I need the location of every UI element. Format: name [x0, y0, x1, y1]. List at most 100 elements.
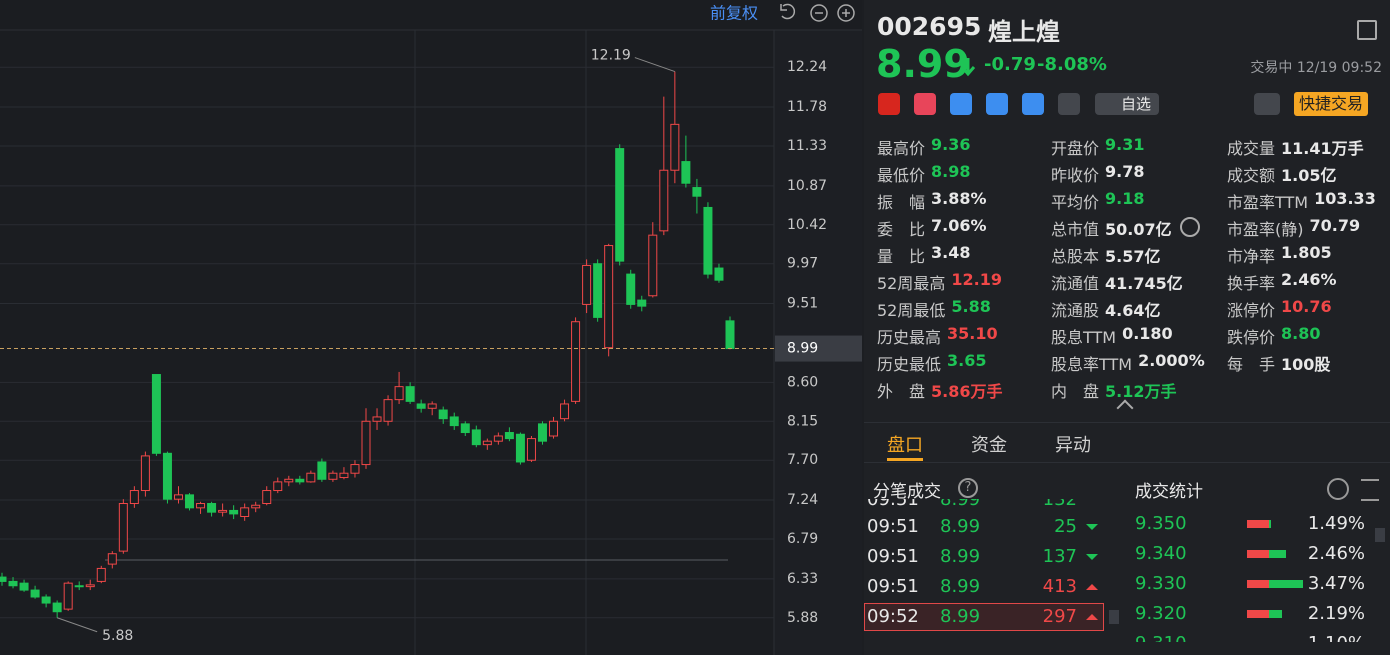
- tag-icon[interactable]: [1022, 93, 1044, 115]
- stat-label: 流通值: [1051, 274, 1100, 293]
- stock-name: 煌上煌: [988, 18, 1060, 46]
- more-icon[interactable]: [1327, 478, 1349, 500]
- candle-body: [659, 169, 669, 232]
- stat: 市净率 1.805: [1227, 243, 1332, 267]
- stat-value: 50.07亿: [1105, 220, 1172, 239]
- candle-body: [151, 374, 161, 454]
- stats-bar-sell: [1247, 580, 1269, 588]
- candle-body: [383, 399, 393, 422]
- trade-arrow: [1086, 554, 1098, 560]
- y-tick-label: 7.24: [787, 492, 818, 508]
- stat-value: 5.88: [951, 297, 991, 316]
- stat-value: 35.10: [947, 324, 998, 343]
- candle-body: [218, 509, 228, 513]
- candle-body: [284, 478, 294, 483]
- candle-body: [626, 273, 636, 305]
- stat-label: 市盈率TTM: [1227, 193, 1309, 212]
- candle-body: [262, 490, 272, 505]
- adjust-toggle[interactable]: 前复权: [710, 4, 758, 23]
- down-arrow: [960, 58, 976, 77]
- zoom-out[interactable]: [810, 4, 828, 22]
- stat-value: 9.18: [1105, 189, 1145, 208]
- stat: 振 幅 3.88%: [877, 189, 987, 213]
- stat: 最低价 8.98: [877, 162, 971, 186]
- tab[interactable]: 资金: [971, 435, 1007, 456]
- stat-value: 70.79: [1309, 216, 1361, 235]
- stat-label: 最高价: [877, 139, 926, 158]
- dollar-icon[interactable]: [986, 93, 1008, 115]
- quick-trade-button[interactable]: 快捷交易: [1294, 92, 1369, 116]
- tab[interactable]: 盘口: [887, 435, 923, 456]
- stats-price: 9.310: [1135, 633, 1187, 654]
- candle-body: [85, 584, 95, 588]
- alert-button[interactable]: [1254, 93, 1280, 115]
- connect-icon[interactable]: [950, 93, 972, 115]
- candle-body: [41, 596, 51, 604]
- stat: 委 比 7.06%: [877, 216, 987, 240]
- layout-icon[interactable]: [1357, 20, 1377, 40]
- watch-button[interactable]: 自选: [1095, 93, 1160, 115]
- stat-label: 外 盘: [877, 382, 926, 401]
- candle-body: [185, 494, 195, 509]
- list-icon[interactable]: [1361, 479, 1379, 501]
- stat-label: 历史最高: [877, 328, 942, 347]
- stats-bar-buy: [1269, 550, 1287, 558]
- candle-body: [96, 567, 106, 582]
- flag-icon[interactable]: [878, 93, 900, 115]
- trade-arrow: [1086, 614, 1098, 620]
- stat: 总股本 5.57亿: [1051, 243, 1161, 267]
- quote-panel: 002695 煌上煌 8.99 -0.79 -8.08% 交易中 12/19 0…: [864, 0, 1390, 655]
- stat-label: 52周最低: [877, 301, 946, 320]
- stat: 流通值 41.745亿: [1051, 270, 1183, 294]
- change: -0.79: [984, 54, 1036, 75]
- stat-value: 8.80: [1281, 324, 1321, 343]
- stat-label: 历史最低: [877, 355, 942, 374]
- trades-title: 分笔成交: [873, 482, 941, 502]
- candle-body: [394, 386, 404, 401]
- stat: 成交额 1.05亿: [1227, 162, 1337, 186]
- candle-body: [196, 503, 206, 509]
- margin-icon[interactable]: [914, 93, 936, 115]
- stat-value: 9.78: [1105, 162, 1145, 181]
- divider: [864, 422, 1390, 423]
- collapse-icon[interactable]: [1116, 399, 1134, 417]
- candle-body: [30, 589, 40, 598]
- candle-body: [670, 123, 680, 171]
- help-icon[interactable]: ?: [958, 478, 978, 498]
- candle-body: [140, 455, 150, 492]
- stat-label: 开盘价: [1051, 139, 1100, 158]
- candle-body: [681, 161, 691, 184]
- stat-value: 1.805: [1281, 243, 1332, 262]
- candle-body: [725, 320, 735, 350]
- trade-price: 8.99: [940, 516, 981, 537]
- stat: 昨收价 9.78: [1051, 162, 1145, 186]
- stat-value: 5.57亿: [1105, 247, 1161, 266]
- candle-body: [317, 461, 327, 480]
- tab[interactable]: 异动: [1055, 435, 1091, 456]
- stat-value: 2.000%: [1138, 351, 1205, 370]
- reset-icon[interactable]: [780, 3, 796, 20]
- stats-pct: 2.19%: [1307, 603, 1365, 624]
- last-price-label: 8.99: [787, 341, 818, 357]
- stat-value: 9.31: [1105, 135, 1145, 154]
- stat-value: 9.36: [931, 135, 971, 154]
- stat-value: 103.33: [1314, 189, 1376, 208]
- candle-body: [703, 206, 713, 275]
- zoom-in[interactable]: [837, 4, 855, 22]
- trade-price: 8.99: [940, 489, 981, 510]
- stat-label: 跌停价: [1227, 328, 1276, 347]
- stats-bar-buy: [1269, 610, 1283, 618]
- note-icon[interactable]: [1058, 93, 1080, 115]
- trade-time: 09:51: [867, 576, 919, 597]
- trade-volume: 25: [1054, 516, 1077, 537]
- trade-volume: 413: [1042, 576, 1077, 597]
- candle-body: [714, 267, 724, 281]
- candle-body: [350, 464, 360, 474]
- stats-price: 9.350: [1135, 513, 1187, 534]
- candle-body: [173, 494, 183, 500]
- stat-label: 市净率: [1227, 247, 1276, 266]
- candle-body: [571, 321, 581, 402]
- tab-underline: [887, 458, 923, 461]
- trade-arrow: [1086, 524, 1098, 530]
- candle-body: [427, 403, 437, 409]
